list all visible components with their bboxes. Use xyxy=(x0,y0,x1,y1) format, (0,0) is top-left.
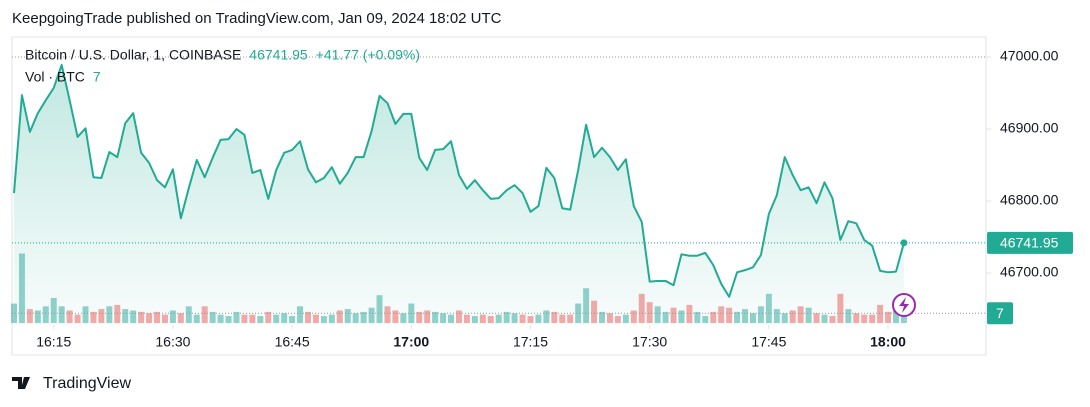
legend: Bitcoin / U.S. Dollar, 1, COINBASE 46741… xyxy=(25,47,420,85)
alert-icon xyxy=(892,293,916,317)
last-price: 46741.95 xyxy=(249,47,308,63)
publish-header: KeepgoingTrade published on TradingView.… xyxy=(12,10,502,27)
volume-value: 7 xyxy=(93,69,101,85)
volume-bar xyxy=(900,313,907,323)
volume-name: Vol · BTC xyxy=(25,69,85,85)
x-tick-label: 17:30 xyxy=(632,334,667,350)
volume-tag-label: 7 xyxy=(996,305,1004,321)
y-tick-label: 46700.00 xyxy=(1000,264,1059,280)
plot xyxy=(11,56,991,329)
x-tick-label: 17:45 xyxy=(751,334,786,350)
brand-name: TradingView xyxy=(43,375,131,392)
volume-tag xyxy=(987,302,1013,325)
price-line xyxy=(13,63,905,298)
y-tick-label: 46900.00 xyxy=(1000,120,1059,136)
price-tag-label: 46741.95 xyxy=(1000,235,1059,251)
x-tick-label: 17:00 xyxy=(393,334,429,350)
x-tick-label: 17:15 xyxy=(513,334,548,350)
price-area xyxy=(14,64,904,325)
x-tick-label: 16:30 xyxy=(155,334,190,350)
x-tick-label: 16:15 xyxy=(36,334,71,350)
y-tick-label: 47000.00 xyxy=(1000,48,1059,64)
symbol-name: Bitcoin / U.S. Dollar, 1, COINBASE xyxy=(25,47,241,63)
price-tag xyxy=(987,231,1073,254)
price-change: +41.77 (+0.09%) xyxy=(316,47,420,63)
x-tick-label: 16:45 xyxy=(275,334,310,350)
x-tick-label: 18:00 xyxy=(870,334,906,350)
brand-logo xyxy=(12,377,30,389)
y-tick-label: 46800.00 xyxy=(1000,192,1059,208)
